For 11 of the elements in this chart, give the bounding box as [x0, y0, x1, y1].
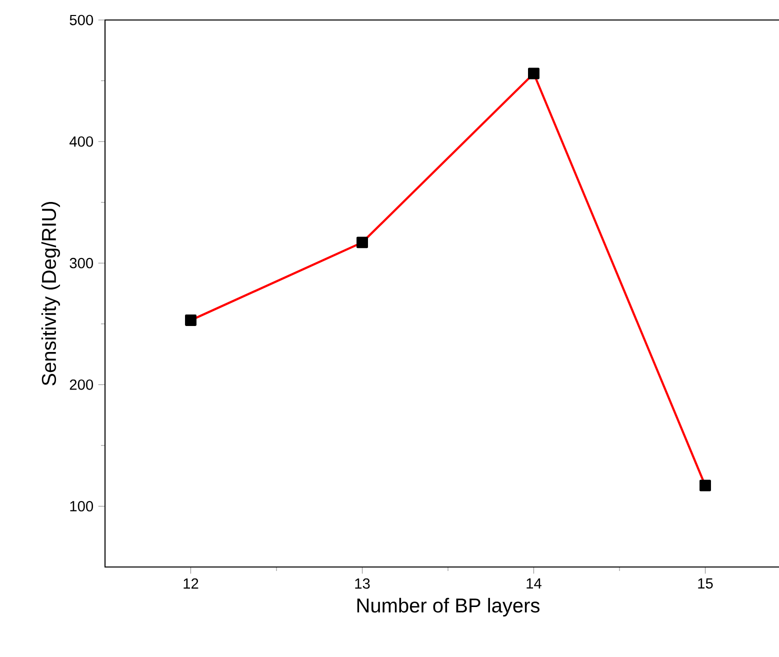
x-tick-label: 15	[698, 578, 713, 589]
x-tick-label: 12	[184, 578, 198, 589]
y-axis-title: Sensitivity (Deg/RIU)	[41, 202, 60, 386]
y-tick-label: 100	[70, 501, 94, 512]
y-tick-label: 500	[70, 14, 94, 26]
y-tick-label: 200	[70, 379, 94, 390]
y-tick-label: 300	[70, 258, 94, 268]
x-axis-title: Number of BP layers	[357, 598, 540, 617]
x-tick-label: 13	[355, 578, 370, 589]
y-tick-label: 400	[69, 136, 94, 147]
x-tick-label: 14	[526, 578, 542, 588]
